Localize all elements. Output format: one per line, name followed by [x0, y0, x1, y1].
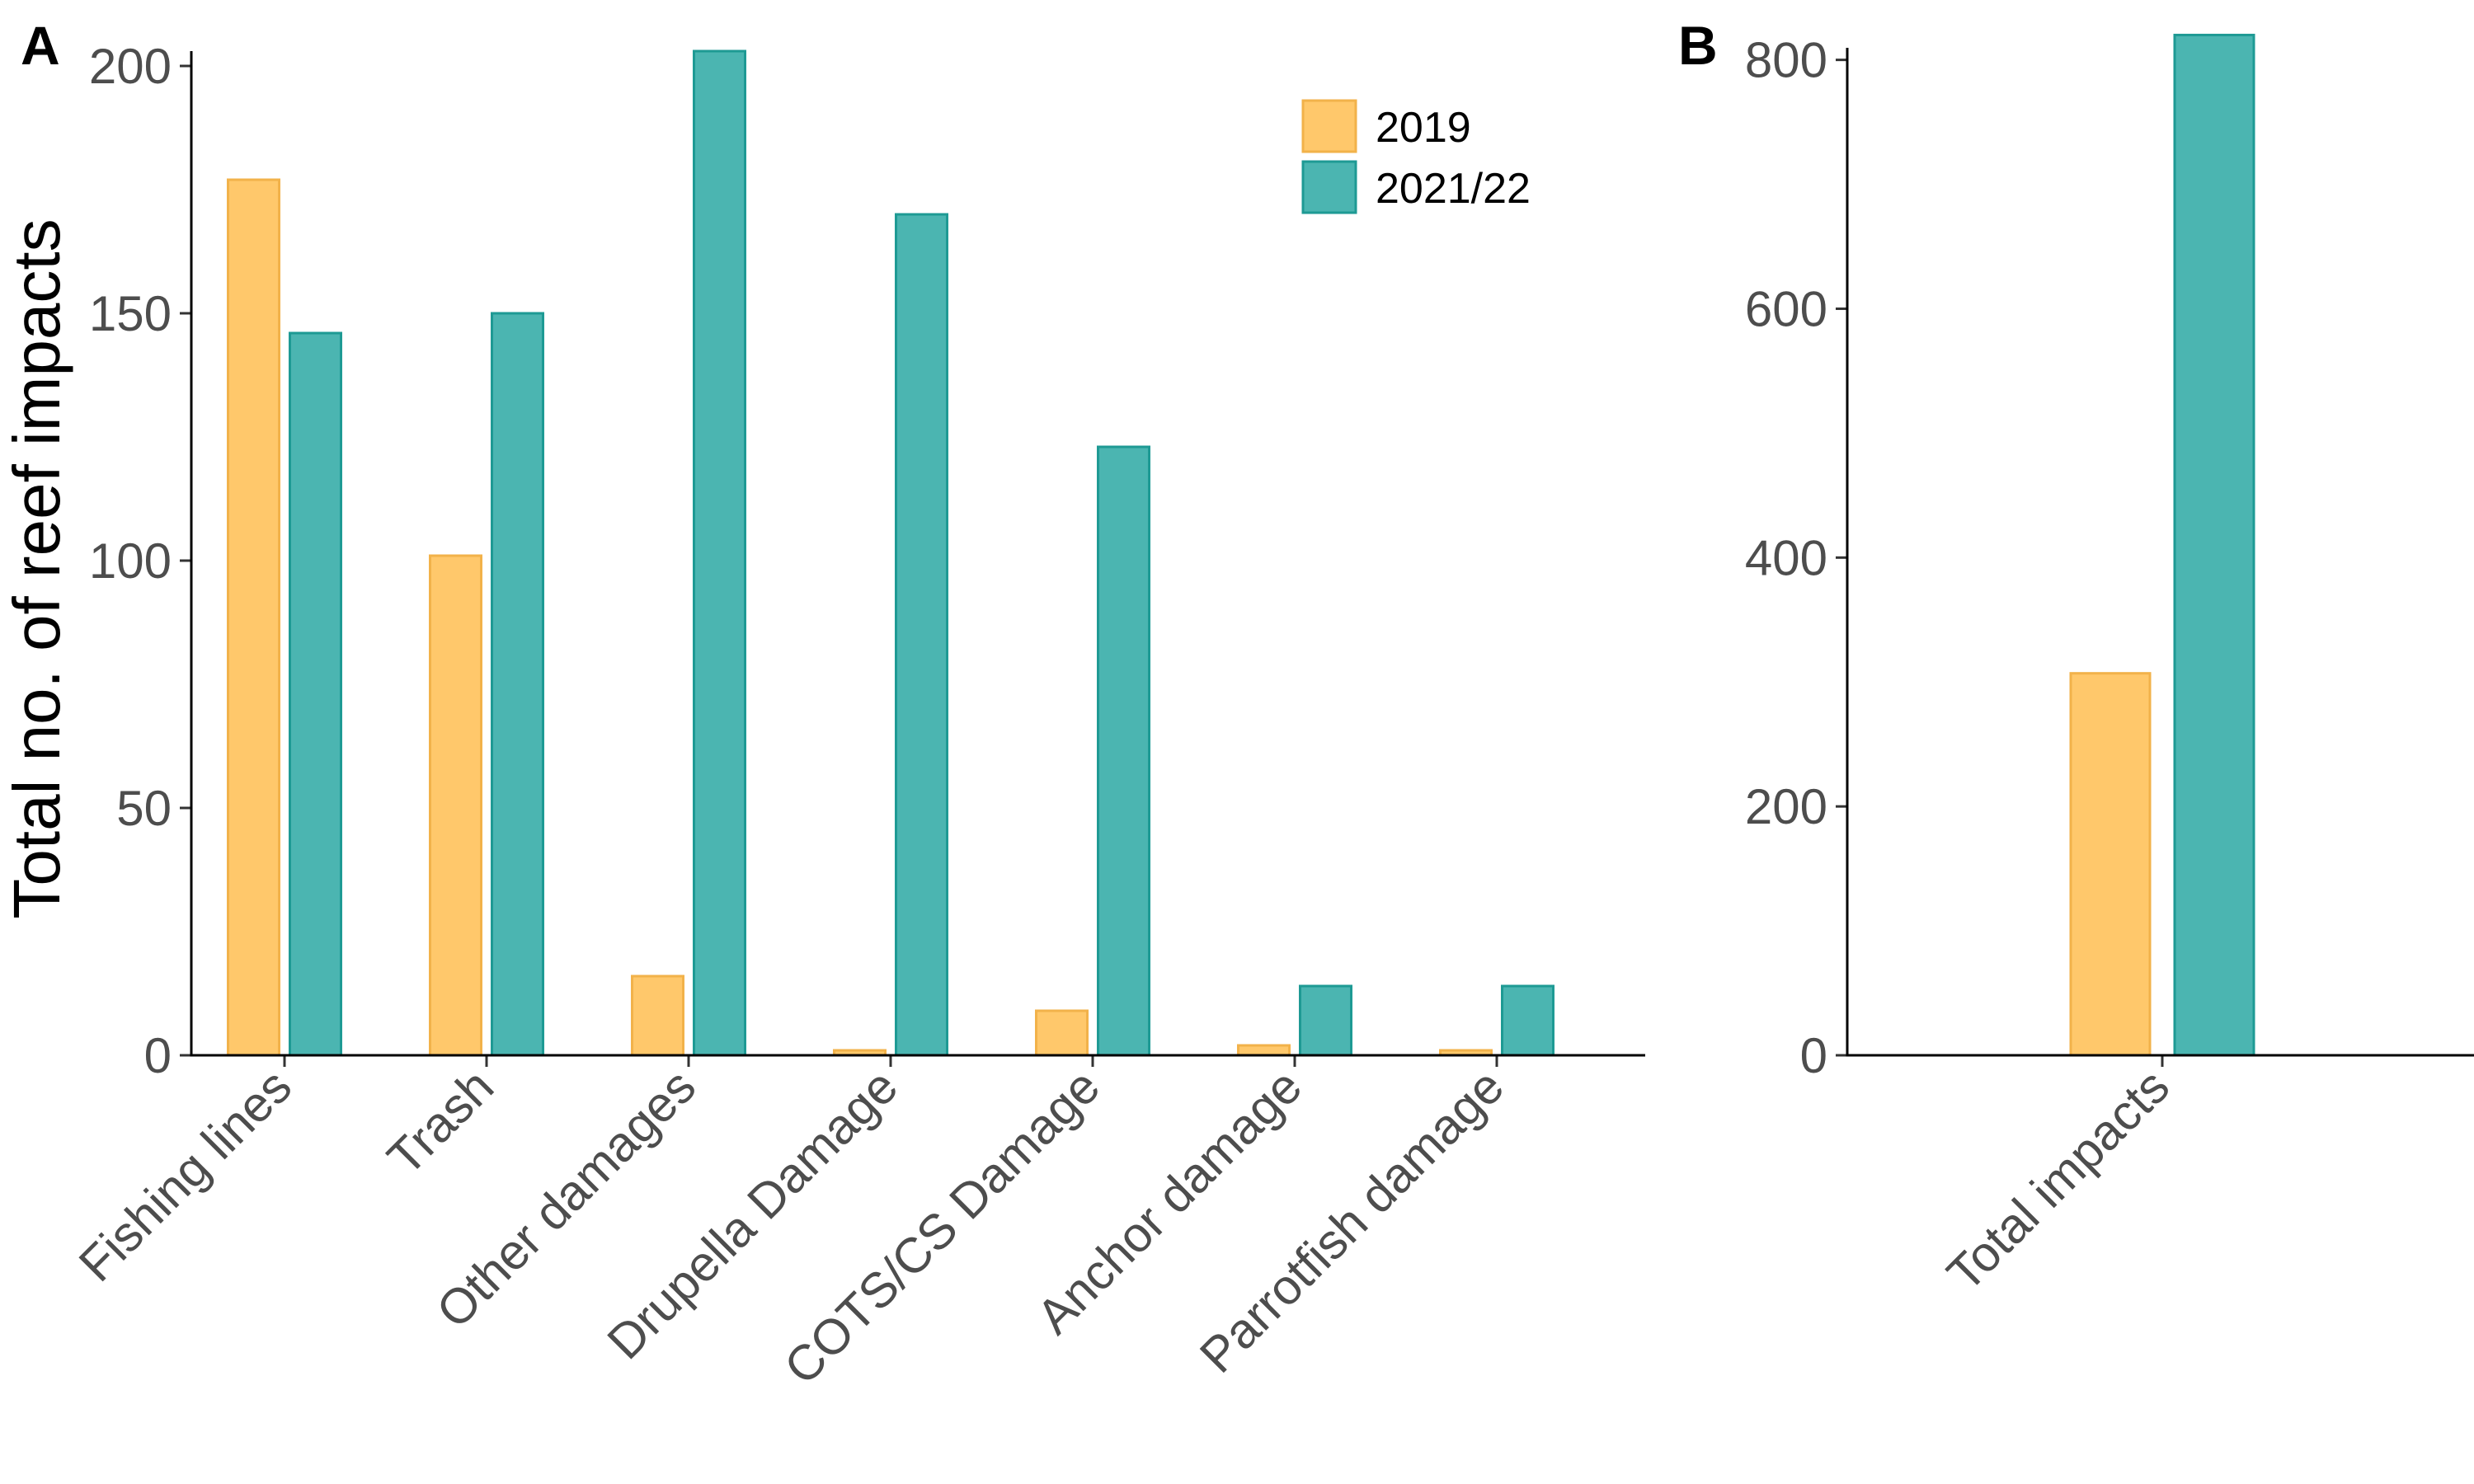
legend-swatch-2019	[1301, 99, 1357, 153]
panel-b-y-tick-label-0: 0	[1800, 1028, 1827, 1083]
panel-a-y-tick-label-150: 150	[89, 286, 172, 341]
panel-b-y-tick-label-200: 200	[1745, 779, 1827, 834]
panel-a-letter: A	[21, 15, 60, 76]
panel-a-bar-trash-2021-22	[491, 312, 544, 1057]
panel-a-y-tick-label-200: 200	[89, 39, 172, 94]
panel-a-bar-parrotfish-damage-2021-22	[1501, 984, 1554, 1057]
panel-b: Total impacts 0 200 400 600 800	[1745, 33, 2474, 1302]
panel-b-y-tick-label-400: 400	[1745, 530, 1827, 585]
panel-b-y-tick-label-600: 600	[1745, 281, 1827, 336]
panel-a-y-tick-label-0: 0	[144, 1028, 172, 1083]
panel-a-x-tick-label-trash: Trash	[377, 1059, 504, 1186]
panel-b-letter: B	[1678, 15, 1718, 76]
panel-a-bar-drupella-damage-2021-22	[895, 213, 948, 1057]
panel-a-x-tick-label-fishing-lines: Fishing lines	[68, 1059, 302, 1292]
legend-label-2021-22: 2021/22	[1376, 165, 1531, 213]
panel-b-x-tick-label-total-impacts: Total impacts	[1936, 1059, 2180, 1302]
panel-b-bar-total-impacts-2019	[2069, 672, 2152, 1057]
panel-a-bar-cots-cs-damage-2019	[1035, 1009, 1089, 1057]
legend-swatch-2021-22	[1301, 160, 1357, 214]
panel-a-y-tick-label-50: 50	[116, 781, 172, 836]
panel-a-bar-fishing-lines-2021-22	[289, 331, 342, 1057]
panel-a-bar-fishing-lines-2019	[227, 178, 280, 1057]
panel-b-y-tick-label-800: 800	[1745, 33, 1827, 88]
panel-b-bar-total-impacts-2021-22	[2173, 33, 2255, 1057]
panel-a-bar-anchor-damage-2021-22	[1299, 984, 1352, 1057]
panel-a-bar-trash-2019	[429, 554, 482, 1057]
panel-a-bar-other-damages-2021-22	[693, 49, 746, 1057]
panel-a-y-axis-label: Total no. of reef impacts	[0, 218, 73, 918]
panel-a-bar-anchor-damage-2019	[1237, 1044, 1291, 1057]
panel-a-bar-other-damages-2019	[631, 974, 684, 1057]
legend-label-2019: 2019	[1376, 104, 1471, 152]
panel-a-y-tick-label-100: 100	[89, 533, 172, 589]
panel-a-bar-cots-cs-damage-2021-22	[1097, 445, 1150, 1057]
